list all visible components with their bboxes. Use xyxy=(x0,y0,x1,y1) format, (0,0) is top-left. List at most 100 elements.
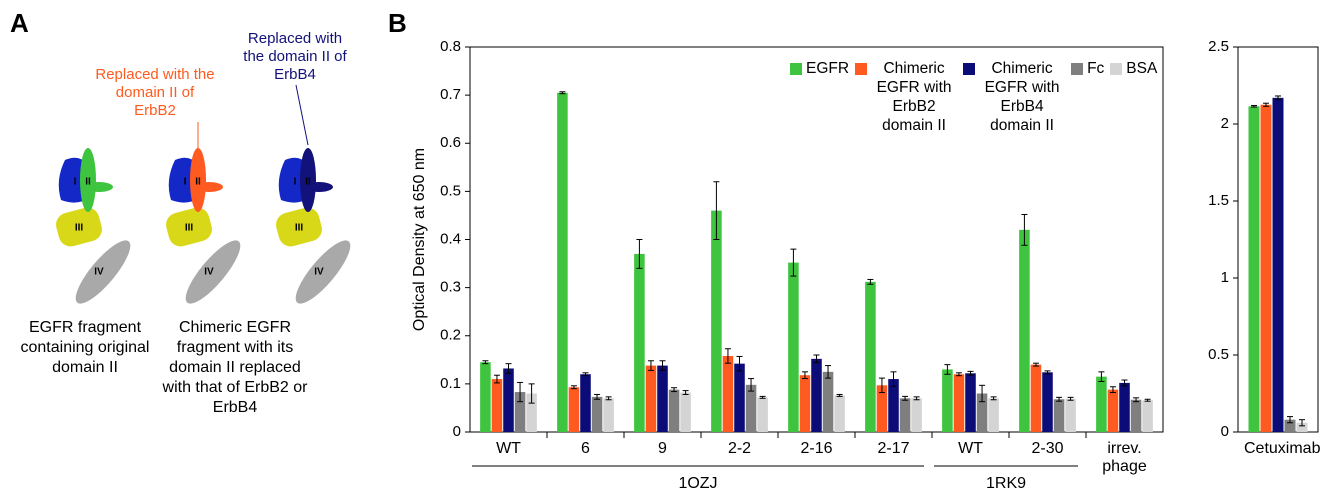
legend-swatch xyxy=(790,63,802,75)
y-tick-label: 0.8 xyxy=(440,38,461,55)
bar xyxy=(526,393,537,432)
bar xyxy=(1248,106,1260,432)
y-tick-label: 0.1 xyxy=(440,375,461,392)
legend-label: BSA xyxy=(1126,60,1158,77)
x-tick-label: 2-2 xyxy=(727,440,752,457)
domain-label: IV xyxy=(94,267,104,278)
y-tick-label: 0.2 xyxy=(440,327,461,344)
error-bar xyxy=(748,378,755,392)
error-bar xyxy=(790,248,797,277)
y-tick-label: 0.5 xyxy=(440,182,461,199)
error-bar xyxy=(979,384,986,403)
bar xyxy=(1130,399,1142,432)
error-bar xyxy=(836,393,843,397)
bar xyxy=(988,398,999,432)
x-tick-label: 2-30 xyxy=(1031,440,1064,457)
domain-iii xyxy=(276,207,322,247)
bar xyxy=(942,369,953,432)
error-bar xyxy=(1109,386,1116,394)
error-bar xyxy=(1067,396,1074,401)
error-bar xyxy=(1044,370,1051,375)
error-bar xyxy=(813,354,820,364)
domain-label: II xyxy=(85,177,91,188)
error-bar xyxy=(1133,397,1140,403)
bar xyxy=(822,371,834,432)
error-bar xyxy=(902,395,909,401)
legend-label: Chimeric EGFR with ErbB2 domain II xyxy=(876,60,952,134)
error-bar xyxy=(605,396,612,401)
legend-item: Chimeric EGFR with ErbB4 domain II xyxy=(963,59,1065,135)
y-tick-label: 0 xyxy=(453,423,461,440)
bar xyxy=(745,384,757,432)
x-tick-label: 2-17 xyxy=(877,440,910,457)
error-bar xyxy=(825,365,832,379)
bar xyxy=(1272,97,1284,432)
domain-label: IV xyxy=(314,267,324,278)
callout: Replaced with the domain II of ErbB2 xyxy=(95,66,215,119)
error-bar xyxy=(671,387,678,393)
error-bar xyxy=(1098,371,1105,382)
x-tick-label: 2-16 xyxy=(800,440,833,457)
bar xyxy=(876,385,888,432)
error-bar xyxy=(990,396,997,401)
bar xyxy=(1030,364,1042,432)
domain-label: II xyxy=(305,177,311,188)
bar xyxy=(865,281,876,432)
x-tick-label: irrev. phage xyxy=(1102,440,1147,475)
error-bar xyxy=(517,381,524,403)
error-bar xyxy=(955,372,962,377)
domain-iv xyxy=(295,240,351,304)
error-bar xyxy=(890,371,897,387)
y-tick-label: 2 xyxy=(1221,115,1229,132)
bar xyxy=(1142,400,1153,432)
error-bar xyxy=(724,348,731,364)
bar xyxy=(722,355,734,432)
y-tick-label: 0.7 xyxy=(440,86,461,103)
error-bar xyxy=(867,278,874,285)
bar xyxy=(668,389,680,432)
legend-swatch xyxy=(1071,63,1084,75)
callout-line xyxy=(295,84,309,146)
bar xyxy=(834,395,845,432)
legend-label: Chimeric EGFR with ErbB4 domain II xyxy=(984,60,1060,134)
error-bar xyxy=(913,396,920,401)
error-bar xyxy=(1263,102,1269,107)
error-bar xyxy=(759,395,766,399)
bar xyxy=(1019,229,1030,432)
error-bar xyxy=(1056,396,1063,402)
y-tick-label: 0 xyxy=(1221,423,1229,440)
bar xyxy=(503,368,514,432)
bar xyxy=(591,396,603,432)
caption: Chimeric EGFR fragment with its domain I… xyxy=(162,319,308,416)
legend-item: Fc xyxy=(1071,59,1104,78)
x-tick-label: 9 xyxy=(658,440,667,457)
legend-swatch xyxy=(963,63,976,75)
bar xyxy=(734,363,745,432)
domain-iii xyxy=(56,207,102,247)
error-bar xyxy=(582,372,589,377)
domain-iv xyxy=(185,240,241,304)
domain-iii xyxy=(166,207,212,247)
error-bar xyxy=(736,355,743,372)
error-bar xyxy=(647,360,654,371)
bar xyxy=(657,365,668,432)
error-bar xyxy=(659,360,666,371)
bar xyxy=(645,365,657,432)
bar xyxy=(480,362,491,432)
bar xyxy=(911,398,922,432)
y-tick-label: 1 xyxy=(1221,269,1229,286)
y-tick-label: 1.5 xyxy=(1208,192,1229,209)
group-label: 1RK9 xyxy=(986,475,1026,492)
bar xyxy=(603,398,614,432)
error-bar xyxy=(636,239,643,269)
domain-label: II xyxy=(195,177,201,188)
x-tick-label: 6 xyxy=(581,440,590,457)
bar xyxy=(1053,399,1065,432)
y-tick-label: 2.5 xyxy=(1208,38,1229,55)
error-bar xyxy=(1121,379,1128,387)
domain-label: I xyxy=(74,177,77,188)
error-bar xyxy=(1021,213,1028,246)
